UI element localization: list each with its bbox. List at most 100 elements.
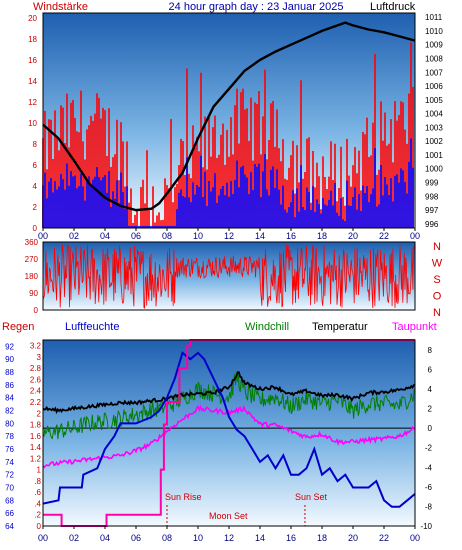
rain-y-tick-label: 1.6 bbox=[30, 432, 42, 441]
windchill-line bbox=[42, 372, 416, 440]
wind-y-tick-label: 10 bbox=[28, 119, 37, 128]
rain-y-tick-label: 3.2 bbox=[30, 342, 42, 351]
temperature-y-tick-label: -6 bbox=[425, 483, 433, 492]
x-tick-label: 08 bbox=[162, 533, 172, 543]
wind-y-tick-label: 18 bbox=[28, 35, 37, 44]
wind-y-axis: 0 2 4 6 8 10 12 14 16 18 20 bbox=[28, 14, 37, 233]
x-tick-label: 04 bbox=[100, 533, 110, 543]
direction-y-tick-label: 360 bbox=[25, 238, 39, 247]
wind-y-tick-label: 0 bbox=[33, 224, 38, 233]
direction-y-tick-label: 90 bbox=[29, 289, 38, 298]
x-tick-label: 16 bbox=[286, 533, 296, 543]
x-tick-label: 12 bbox=[224, 533, 234, 543]
rain-y-tick-label: 2.2 bbox=[30, 398, 42, 407]
x-tick-label: 00 bbox=[38, 533, 48, 543]
humidity-y-tick-label: 66 bbox=[5, 509, 14, 518]
wind-y-tick-label: 16 bbox=[28, 56, 37, 65]
rain-y-tick-label: 1.4 bbox=[30, 443, 42, 452]
temperature-y-axis: -10 -8 -6 -4 -2 0 2 4 6 8 bbox=[420, 346, 432, 531]
pressure-y-tick-label: 1011 bbox=[425, 13, 443, 22]
wind-y-tick-label: 20 bbox=[28, 14, 37, 23]
dewpoint-axis-title: Taupunkt bbox=[392, 321, 437, 333]
pressure-y-tick-label: 1004 bbox=[425, 110, 443, 119]
humidity-y-tick-label: 84 bbox=[5, 394, 14, 403]
rain-y-axis: 0 .2 .4 .6 .8 1 1.2 1.4 1.6 1.8 2 2.2 2.4 2.6 2.8 3 3.2 bbox=[30, 342, 42, 531]
humidity-line bbox=[42, 351, 416, 508]
humidity-y-tick-label: 70 bbox=[5, 484, 14, 493]
rain-y-tick-label: 2.6 bbox=[30, 375, 42, 384]
temperature-y-tick-label: -8 bbox=[425, 502, 433, 511]
pressure-y-tick-label: 1003 bbox=[425, 123, 443, 132]
humidity-y-tick-label: 68 bbox=[5, 496, 14, 505]
rain-axis-title: Regen bbox=[2, 321, 34, 333]
temperature-y-tick-label: 6 bbox=[428, 365, 433, 374]
pressure-y-tick-label: 1007 bbox=[425, 68, 443, 77]
wind-y-tick-label: 8 bbox=[33, 140, 38, 149]
pressure-axis-title: Luftdruck bbox=[370, 1, 416, 13]
pressure-y-tick-label: 1001 bbox=[425, 151, 443, 160]
temperature-y-tick-label: -2 bbox=[425, 444, 433, 453]
pressure-y-tick-label: 1009 bbox=[425, 41, 443, 50]
humidity-y-tick-label: 74 bbox=[5, 458, 14, 467]
pressure-y-tick-label: 1002 bbox=[425, 137, 443, 146]
humidity-y-tick-label: 72 bbox=[5, 471, 14, 480]
compass-letter: O bbox=[433, 291, 442, 303]
rain-y-tick-label: 1.8 bbox=[30, 421, 42, 430]
sun-rise-label: Sun Rise bbox=[165, 492, 202, 502]
temperature-y-tick-label: -4 bbox=[425, 463, 433, 472]
pressure-y-tick-label: 996 bbox=[425, 220, 439, 229]
climate-x-axis: 00 02 04 06 08 10 12 14 16 18 20 22 00 bbox=[38, 526, 420, 543]
rain-y-tick-label: 2.4 bbox=[30, 387, 42, 396]
x-tick-label: 12 bbox=[224, 231, 234, 241]
wind-y-tick-label: 2 bbox=[33, 203, 38, 212]
rain-y-tick-label: .4 bbox=[34, 499, 41, 508]
x-tick-label: 20 bbox=[348, 231, 358, 241]
compass-letter: N bbox=[433, 307, 441, 319]
x-tick-label: 16 bbox=[286, 231, 296, 241]
humidity-axis-title: Luftfeuchte bbox=[65, 321, 119, 333]
humidity-y-tick-label: 90 bbox=[5, 355, 14, 364]
x-tick-label: 08 bbox=[162, 231, 172, 241]
x-tick-label: 18 bbox=[317, 231, 327, 241]
humidity-y-tick-label: 76 bbox=[5, 445, 14, 454]
x-tick-label: 06 bbox=[131, 533, 141, 543]
rain-y-tick-label: .8 bbox=[34, 477, 41, 486]
wind-y-tick-label: 14 bbox=[28, 77, 37, 86]
x-tick-label: 18 bbox=[317, 533, 327, 543]
wind-y-tick-label: 12 bbox=[28, 98, 37, 107]
windchill-legend: Windchill bbox=[245, 321, 289, 333]
wind-panel-frame bbox=[42, 12, 416, 229]
x-tick-label: 10 bbox=[193, 231, 203, 241]
pressure-y-tick-label: 1010 bbox=[425, 27, 443, 36]
temperature-line bbox=[42, 371, 416, 415]
wind-direction-line bbox=[42, 244, 416, 309]
humidity-y-tick-label: 86 bbox=[5, 381, 14, 390]
humidity-y-tick-label: 80 bbox=[5, 419, 14, 428]
humidity-y-tick-label: 88 bbox=[5, 368, 14, 377]
dewpoint-line bbox=[42, 404, 416, 469]
temperature-y-tick-label: 0 bbox=[428, 424, 433, 433]
direction-y-tick-label: 180 bbox=[25, 272, 39, 281]
x-tick-label: 06 bbox=[131, 231, 141, 241]
pressure-y-tick-label: 997 bbox=[425, 206, 439, 215]
wind-x-axis: 00 02 04 06 08 10 12 14 16 18 20 22 00 bbox=[38, 228, 420, 241]
x-tick-label: 02 bbox=[69, 231, 79, 241]
rain-y-tick-label: 2 bbox=[37, 409, 42, 418]
chart-title: 24 hour graph day : 23 Januar 2025 bbox=[169, 1, 344, 13]
sun-set-label: Sun Set bbox=[295, 492, 328, 502]
rain-y-tick-label: 0 bbox=[37, 522, 42, 531]
x-tick-label: 20 bbox=[348, 533, 358, 543]
wind-y-tick-label: 6 bbox=[33, 161, 38, 170]
compass-letter: S bbox=[433, 274, 440, 286]
rain-y-tick-label: 1.2 bbox=[30, 454, 42, 463]
rain-y-tick-label: .2 bbox=[34, 511, 41, 520]
compass-letter: N bbox=[433, 241, 441, 253]
x-tick-label: 10 bbox=[193, 533, 203, 543]
x-tick-label: 02 bbox=[69, 533, 79, 543]
rain-y-tick-label: 3 bbox=[37, 353, 42, 362]
x-tick-label: 22 bbox=[379, 231, 389, 241]
direction-y-tick-label: 0 bbox=[34, 306, 39, 315]
direction-y-axis: 0 90 180 270 360 bbox=[25, 238, 39, 315]
